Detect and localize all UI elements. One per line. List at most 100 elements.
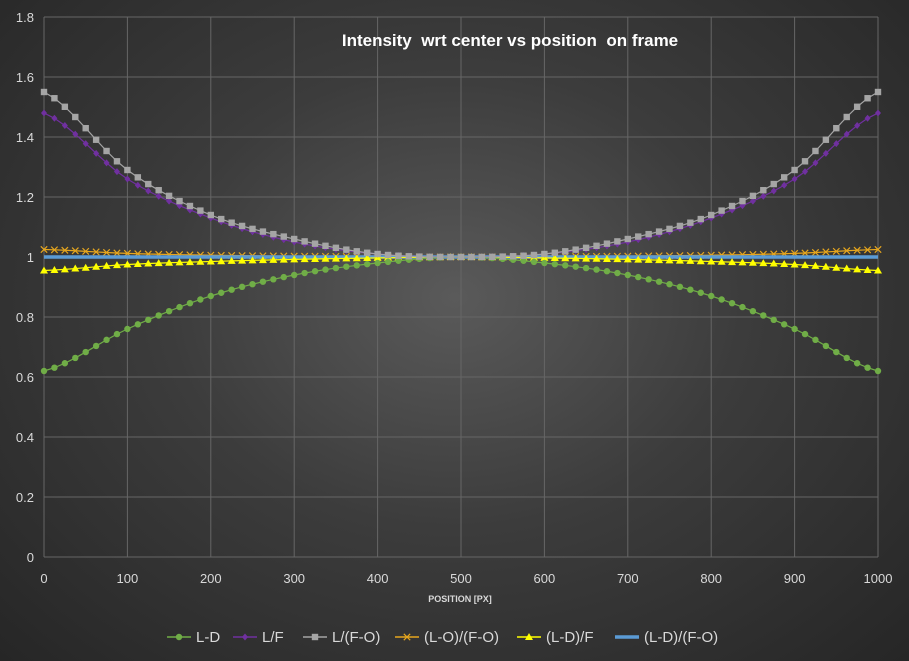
data-point [102,248,111,257]
data-point [603,268,611,275]
data-point [102,261,111,269]
data-point [635,273,642,281]
data-point [134,174,142,181]
data-point [61,103,69,110]
x-tick-label: 100 [117,571,139,586]
data-point [51,364,58,371]
data-point [665,256,674,264]
data-point [50,266,59,274]
data-point [40,245,48,254]
data-point [812,336,819,344]
data-point [843,113,850,121]
y-tick-label: 0.4 [16,430,34,445]
data-point [207,292,214,300]
data-point [60,265,69,273]
data-point [811,261,820,269]
data-point [760,187,767,194]
y-tick-label: 1.6 [16,70,34,85]
data-point [833,140,840,148]
data-point [165,192,173,200]
legend-item[interactable]: (L-O)/(F-O) [395,629,499,646]
data-point [572,246,579,253]
legend-item[interactable]: (L-D)/F [517,629,594,646]
data-point [280,233,287,240]
data-point [780,321,788,328]
data-point [258,256,267,264]
data-point [718,296,725,303]
legend-item[interactable]: (L-D)/(F-O) [615,629,718,646]
y-axis: 0 0.2 0.4 0.6 0.8 1 1.2 1.4 1.6 1.8 [16,10,34,565]
data-point [833,348,840,356]
data-point [676,283,684,291]
data-point [217,257,226,265]
data-point [842,264,851,272]
data-point [374,250,381,258]
data-point [61,121,68,129]
data-point [821,262,830,270]
data-point [561,254,570,262]
data-point [874,266,882,274]
data-point [113,330,121,338]
data-point [874,367,882,375]
data-point [426,253,433,261]
data-point [853,246,861,254]
data-point [82,247,90,255]
data-point [113,249,121,257]
data-point [374,259,381,267]
data-point [520,252,527,259]
data-point [749,307,757,315]
data-point [82,140,89,148]
data-point [343,263,350,270]
data-point [748,258,757,266]
data-point [322,266,329,273]
data-point [447,253,454,261]
data-point [403,633,411,641]
data-point [395,252,402,259]
data-point [822,248,830,256]
data-point [124,325,131,333]
data-point [675,256,684,264]
data-point [697,215,704,223]
y-tick-label: 0 [27,550,34,565]
data-point [311,633,319,641]
data-point [749,197,756,205]
legend-item[interactable]: L/F [233,629,284,646]
data-point [728,299,736,307]
data-point [525,633,533,640]
data-point [708,292,715,300]
data-point [82,124,89,132]
data-point [242,633,248,641]
data-point [311,240,319,247]
data-point [249,225,256,233]
y-tick-label: 0.6 [16,370,34,385]
data-point [760,192,767,200]
data-point [155,312,162,319]
data-point [50,246,59,254]
data-point [843,354,850,362]
data-point [248,256,257,264]
legend-item[interactable]: L/(F-O) [303,629,380,646]
data-point [61,246,69,254]
data-point [176,303,183,311]
data-point [197,207,204,214]
x-tick-label: 1000 [864,571,893,586]
data-point [363,260,371,268]
data-point [227,256,236,264]
data-point [395,257,402,264]
data-point [863,266,872,274]
data-point [133,259,142,267]
legend-item[interactable]: L-D [167,629,220,646]
data-point [728,202,736,210]
data-point [352,254,361,262]
data-point [707,257,716,265]
data-point [530,258,538,266]
data-point [301,269,308,277]
data-point [541,250,548,258]
data-point [145,180,152,188]
data-point [71,247,79,255]
data-point [864,95,871,102]
data-point [832,247,840,255]
data-point [801,158,809,165]
data-point [634,255,643,263]
